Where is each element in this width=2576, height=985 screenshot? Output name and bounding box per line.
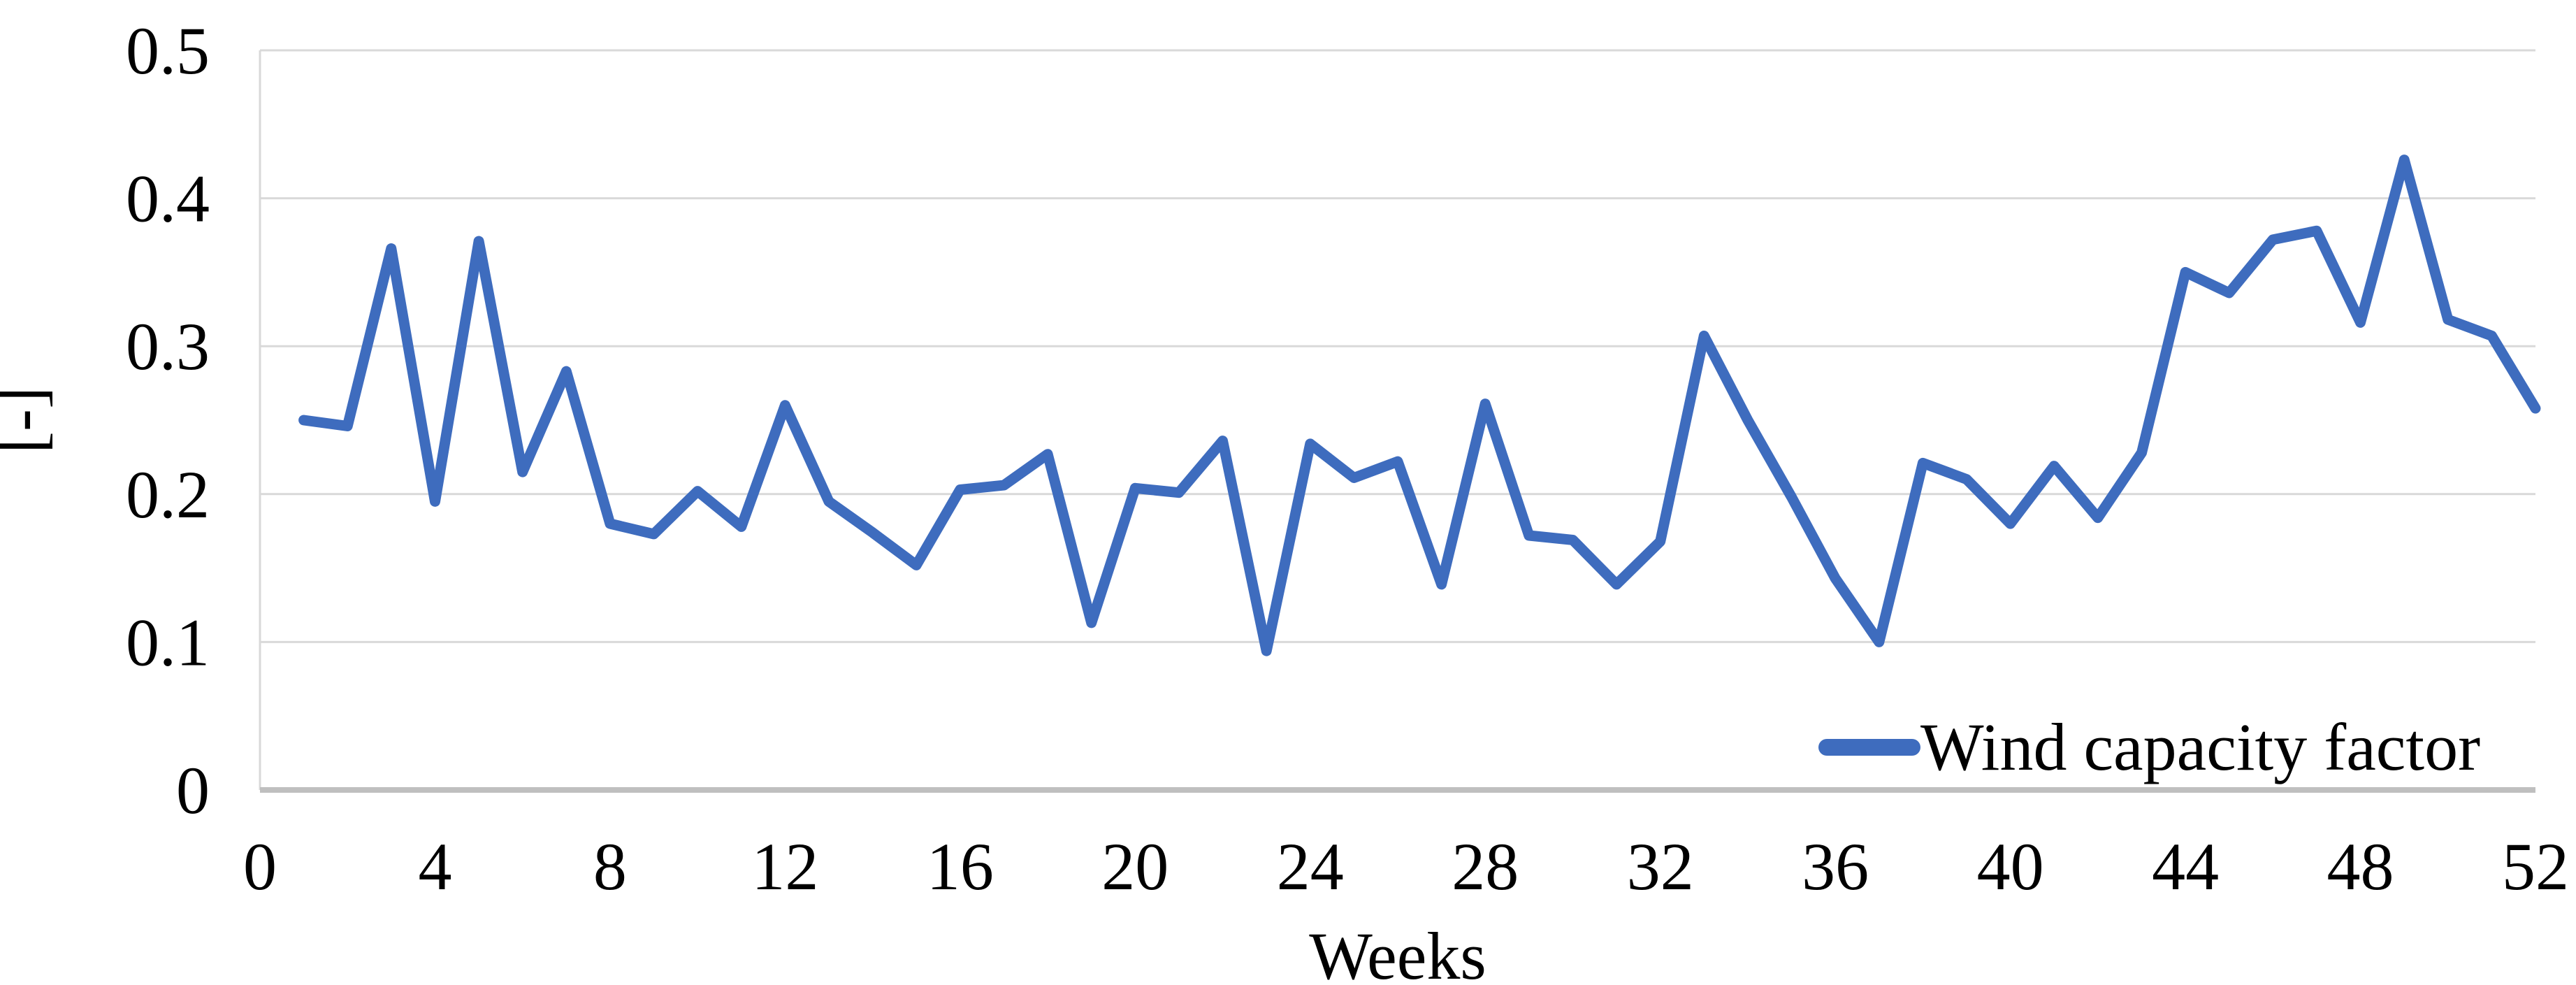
y-axis-title: [-]	[0, 387, 58, 454]
y-tick-label-0.4: 0.4	[126, 161, 210, 236]
x-tick-label-24: 24	[1277, 829, 1344, 904]
wind-capacity-factor-line	[298, 154, 2541, 656]
y-tick-label-0.2: 0.2	[126, 457, 210, 532]
x-tick-label-32: 32	[1627, 829, 1694, 904]
x-tick-label-52: 52	[2502, 829, 2569, 904]
y-tick-label-0: 0	[176, 753, 210, 828]
x-tick-label-8: 8	[593, 829, 627, 904]
y-tick-label-0.1: 0.1	[126, 605, 210, 680]
gridlines	[260, 49, 2535, 643]
y-tick-label-0.3: 0.3	[126, 309, 210, 384]
x-tick-label-40: 40	[1977, 829, 2044, 904]
x-tick-label-0: 0	[243, 829, 277, 904]
x-axis-title: Weeks	[1309, 919, 1486, 985]
x-tick-labels: 0 4 8 12 16 20 24 28 32 36 40 44 48 52	[243, 829, 2569, 904]
x-tick-label-16: 16	[927, 829, 994, 904]
y-tick-label-0.5: 0.5	[126, 13, 210, 88]
x-tick-label-48: 48	[2327, 829, 2394, 904]
y-tick-labels: 0 0.1 0.2 0.3 0.4 0.5	[126, 13, 210, 828]
x-tick-label-4: 4	[418, 829, 451, 904]
x-tick-label-20: 20	[1101, 829, 1168, 904]
x-tick-label-28: 28	[1452, 829, 1519, 904]
legend-label: Wind capacity factor	[1920, 710, 2480, 784]
x-tick-label-44: 44	[2152, 829, 2219, 904]
x-tick-label-36: 36	[1802, 829, 1869, 904]
legend: Wind capacity factor	[1818, 710, 2480, 784]
x-tick-label-12: 12	[751, 829, 818, 904]
